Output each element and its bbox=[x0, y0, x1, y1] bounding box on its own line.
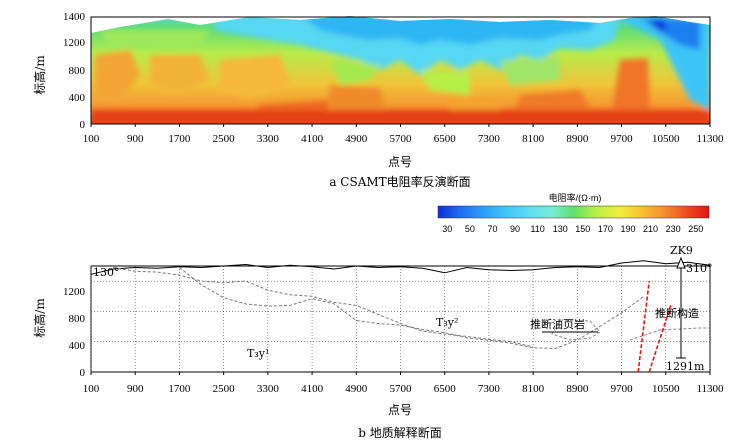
fault-line bbox=[637, 281, 650, 373]
x-tick-label: 8900 bbox=[566, 383, 589, 395]
shale-outline bbox=[551, 319, 601, 341]
x-tick-label: 2500 bbox=[213, 383, 236, 395]
x-tick-label: 10500 bbox=[652, 383, 680, 395]
top-y-axis-label: 标高/m bbox=[32, 55, 47, 95]
borehole-label: ZK9 bbox=[670, 244, 693, 257]
x-tick-label: 10500 bbox=[652, 133, 680, 145]
x-tick-label: 4900 bbox=[345, 383, 368, 395]
colorbar-tick: 170 bbox=[598, 224, 613, 234]
boundary-upper bbox=[179, 267, 645, 350]
borehole-marker-icon bbox=[676, 256, 686, 269]
x-tick-label: 8100 bbox=[522, 383, 545, 395]
bottom-caption: b 地质解释断面 bbox=[358, 425, 442, 440]
x-tick-label: 1700 bbox=[168, 133, 191, 145]
x-tick-label: 11300 bbox=[696, 133, 724, 145]
x-tick-label: 1700 bbox=[168, 383, 191, 395]
colorbar-tick: 250 bbox=[688, 224, 703, 234]
x-tick-label: 900 bbox=[127, 383, 144, 395]
borehole-depth: 1291m bbox=[666, 360, 705, 373]
colorbar: 电阻率/(Ω·m) 30 50 70 90 110 130 150 170 190 210 230 2… bbox=[437, 192, 710, 234]
colorbar-tick: 110 bbox=[530, 224, 544, 234]
x-tick-label: 6500 bbox=[434, 383, 457, 395]
colorbar-tick: 230 bbox=[666, 224, 681, 234]
x-tick-label: 8100 bbox=[522, 133, 545, 145]
top-x-axis: 100 900 1700 2500 3300 4100 4900 5700 6500 7300 81… bbox=[83, 124, 724, 145]
x-tick-label: 100 bbox=[83, 133, 100, 145]
x-tick-label: 3300 bbox=[257, 383, 280, 395]
bottom-y-tick: 400 bbox=[69, 340, 86, 352]
bottom-y-tick: 1200 bbox=[63, 286, 86, 298]
colorbar-tick: 90 bbox=[510, 224, 520, 234]
x-tick-label: 8900 bbox=[566, 133, 589, 145]
colorbar-tick: 150 bbox=[575, 224, 590, 234]
interpretation-section bbox=[90, 256, 711, 373]
x-tick-label: 5700 bbox=[390, 133, 413, 145]
top-y-tick: 800 bbox=[69, 65, 86, 77]
x-tick-label: 6500 bbox=[434, 133, 457, 145]
colorbar-tick: 30 bbox=[442, 224, 452, 234]
top-y-tick: 0 bbox=[80, 119, 86, 131]
structure-label: 推断构造 bbox=[655, 306, 699, 320]
colorbar-tick: 190 bbox=[620, 224, 635, 234]
top-y-tick: 1400 bbox=[63, 11, 86, 23]
x-tick-label: 2500 bbox=[213, 133, 236, 145]
top-caption: a CSAMT电阻率反演断面 bbox=[329, 174, 470, 189]
colorbar-tick: 130 bbox=[553, 224, 568, 234]
x-tick-label: 4100 bbox=[301, 133, 324, 145]
grid-vertical bbox=[90, 266, 711, 372]
bottom-x-axis: 100 900 1700 2500 3300 4100 4900 5700 6500 7300 81… bbox=[83, 372, 724, 395]
unit-lower-label: T₃y¹ bbox=[247, 347, 269, 360]
x-tick-label: 7300 bbox=[478, 383, 501, 395]
bottom-y-tick: 800 bbox=[69, 313, 86, 325]
top-x-axis-label: 点号 bbox=[388, 155, 412, 169]
x-tick-label: 11300 bbox=[696, 383, 724, 395]
topography-line bbox=[90, 260, 711, 275]
top-y-axis: 0 400 800 1200 1400 标高/m bbox=[32, 11, 86, 131]
boundary-right bbox=[629, 327, 710, 341]
bottom-y-axis: 0 400 800 1200 标高/m bbox=[32, 286, 86, 379]
azimuth-left: 130° bbox=[93, 266, 120, 279]
x-tick-label: 4900 bbox=[345, 133, 368, 145]
top-y-tick: 400 bbox=[69, 92, 86, 104]
x-tick-label: 3300 bbox=[257, 133, 280, 145]
colorbar-tick: 70 bbox=[487, 224, 497, 234]
colorbar-scale bbox=[437, 205, 710, 219]
colorbar-tick: 50 bbox=[465, 224, 475, 234]
colorbar-tick: 210 bbox=[643, 224, 658, 234]
bottom-y-axis-label: 标高/m bbox=[32, 298, 47, 338]
shale-label: 推断油页岩 bbox=[530, 317, 585, 331]
x-tick-label: 7300 bbox=[478, 133, 501, 145]
resistivity-section bbox=[91, 16, 710, 124]
azimuth-right: 310° bbox=[686, 262, 713, 275]
x-tick-label: 900 bbox=[127, 133, 144, 145]
x-tick-label: 9700 bbox=[611, 133, 634, 145]
grid-horizontal bbox=[91, 280, 710, 343]
bottom-y-tick: 0 bbox=[80, 367, 86, 379]
bottom-x-axis-label: 点号 bbox=[388, 403, 412, 417]
x-tick-label: 100 bbox=[83, 383, 100, 395]
unit-upper-label: T₃y² bbox=[436, 316, 458, 329]
x-tick-label: 4100 bbox=[301, 383, 324, 395]
top-y-tick: 1200 bbox=[63, 37, 86, 49]
x-tick-label: 5700 bbox=[390, 383, 413, 395]
x-tick-label: 9700 bbox=[611, 383, 634, 395]
boundary-lower bbox=[113, 267, 534, 348]
colorbar-title: 电阻率/(Ω·m) bbox=[549, 192, 602, 203]
